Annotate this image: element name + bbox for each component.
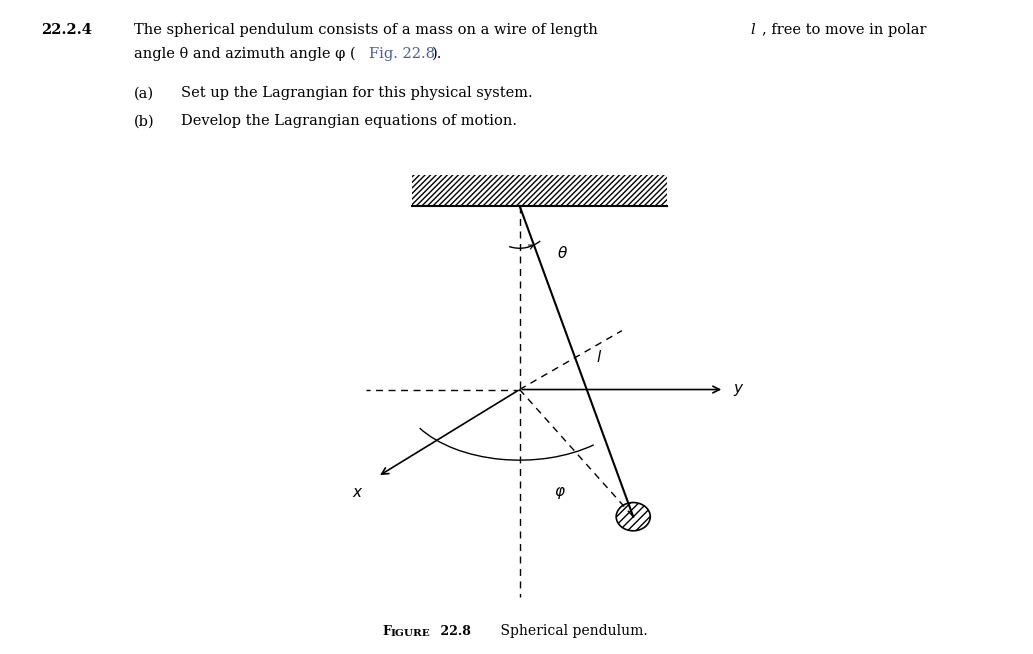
Text: Set up the Lagrangian for this physical system.: Set up the Lagrangian for this physical …	[181, 86, 532, 100]
Text: $\theta$: $\theta$	[557, 245, 567, 261]
Text: Spherical pendulum.: Spherical pendulum.	[483, 624, 648, 638]
Text: 22.2.4: 22.2.4	[41, 23, 92, 37]
Text: $y$: $y$	[732, 381, 744, 398]
Text: Fig. 22.8: Fig. 22.8	[369, 47, 435, 61]
Text: (a): (a)	[134, 86, 154, 100]
Text: ).: ).	[432, 47, 442, 61]
Text: IGURE: IGURE	[390, 628, 430, 638]
Text: F: F	[382, 625, 392, 638]
Text: $\varphi$: $\varphi$	[554, 485, 565, 501]
Text: l: l	[750, 23, 754, 37]
Bar	[411, 175, 667, 206]
Text: Develop the Lagrangian equations of motion.: Develop the Lagrangian equations of moti…	[181, 114, 516, 128]
Text: , free to move in polar: , free to move in polar	[762, 23, 927, 37]
Text: $x$: $x$	[352, 486, 364, 500]
Text: angle θ and azimuth angle φ (: angle θ and azimuth angle φ (	[134, 47, 356, 61]
Circle shape	[617, 502, 651, 531]
Text: 22.8: 22.8	[436, 625, 471, 638]
Text: The spherical pendulum consists of a mass on a wire of length: The spherical pendulum consists of a mas…	[134, 23, 603, 37]
Text: (b): (b)	[134, 114, 155, 128]
Text: $l$: $l$	[596, 349, 602, 364]
